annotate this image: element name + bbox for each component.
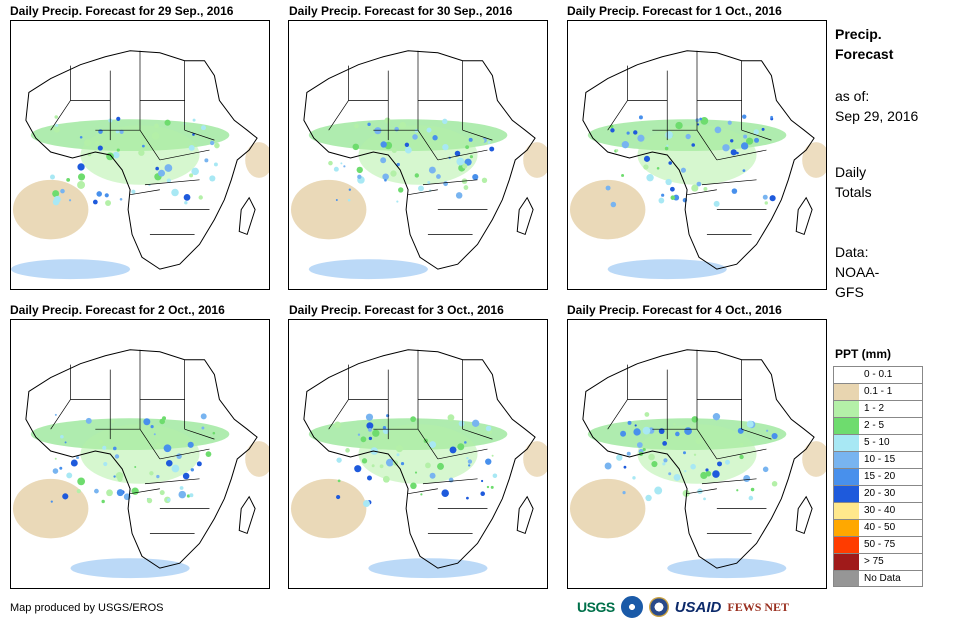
legend-item: 10 - 15 (833, 451, 923, 468)
legend-label: 15 - 20 (864, 471, 896, 482)
legend-label: No Data (864, 573, 901, 584)
legend-label: 0 - 0.1 (864, 369, 893, 380)
legend-swatch (834, 520, 859, 536)
asof-label: as of: (835, 88, 870, 104)
sidebar-title-line1: Precip. (835, 26, 882, 42)
legend-item: 15 - 20 (833, 468, 923, 485)
panel-title-1: Daily Precip. Forecast for 29 Sep., 2016 (10, 4, 234, 18)
forecast-map-2 (288, 20, 548, 290)
sidebar-title-line2: Forecast (835, 46, 894, 62)
panel-title-2: Daily Precip. Forecast for 30 Sep., 2016 (289, 4, 513, 18)
legend-item: 30 - 40 (833, 502, 923, 519)
legend-swatch (834, 554, 859, 570)
legend-swatch (834, 384, 859, 400)
legend-item: 2 - 5 (833, 417, 923, 434)
legend-label: 20 - 30 (864, 488, 896, 499)
legend-item: No Data (833, 570, 923, 587)
asof-date: Sep 29, 2016 (835, 108, 919, 124)
panel-title-3: Daily Precip. Forecast for 1 Oct., 2016 (567, 4, 782, 18)
legend-item: 0.1 - 1 (833, 383, 923, 400)
panel-title-5: Daily Precip. Forecast for 3 Oct., 2016 (289, 303, 504, 317)
forecast-map-6 (567, 319, 827, 589)
africa-map-2 (290, 50, 547, 280)
legend-swatch (834, 401, 859, 417)
legend-label: > 75 (864, 556, 884, 567)
data-source-line2: NOAA- (835, 264, 880, 280)
africa-map-5 (290, 349, 547, 579)
seal-logo (648, 597, 669, 617)
usaid-logo: USAID (674, 598, 722, 616)
legend-item: 50 - 75 (833, 536, 923, 553)
legend-label: 50 - 75 (864, 539, 896, 550)
legend-label: 1 - 2 (864, 403, 885, 414)
legend-label: 0.1 - 1 (864, 386, 893, 397)
sidebar-title: Precip. Forecast (835, 24, 893, 64)
africa-map-4 (12, 349, 269, 579)
fews-net-logo: FEWS NET (727, 599, 790, 614)
legend-label: 30 - 40 (864, 505, 896, 516)
panel-title-4: Daily Precip. Forecast for 2 Oct., 2016 (10, 303, 225, 317)
legend-swatch (834, 418, 859, 434)
legend-label: 5 - 10 (864, 437, 890, 448)
legend-item: 40 - 50 (833, 519, 923, 536)
africa-map-6 (569, 349, 826, 579)
legend-swatch (834, 435, 859, 451)
totals-line1: Daily (835, 164, 867, 180)
precip-legend: 0 - 0.1 0.1 - 1 1 - 2 2 - 5 5 - 10 10 - 15 15 … (833, 366, 923, 587)
panel-title-6: Daily Precip. Forecast for 4 Oct., 2016 (567, 303, 782, 317)
legend-swatch (834, 486, 859, 502)
legend-item: 0 - 0.1 (833, 366, 923, 383)
data-source-line3: GFS (835, 284, 864, 300)
data-source-block: Data: NOAA- GFS (835, 242, 879, 302)
legend-label: 2 - 5 (864, 420, 885, 431)
forecast-map-1 (10, 20, 270, 290)
forecast-map-4 (10, 319, 270, 589)
legend-swatch (834, 503, 859, 519)
legend-swatch (834, 571, 859, 586)
totals-block: Daily Totals (835, 162, 872, 202)
legend-item: 5 - 10 (833, 434, 923, 451)
legend-label: 10 - 15 (864, 454, 896, 465)
africa-map-1 (11, 50, 269, 280)
map-credit: Map produced by USGS/EROS (10, 602, 164, 614)
usgs-logo: USGS (577, 599, 615, 615)
legend-title: PPT (mm) (835, 347, 892, 361)
forecast-map-5 (288, 319, 548, 589)
asof-block: as of: Sep 29, 2016 (835, 86, 918, 126)
legend-item: 1 - 2 (833, 400, 923, 417)
legend-label: 40 - 50 (864, 522, 896, 533)
data-source-line1: Data: (835, 244, 869, 260)
forecast-map-3 (567, 20, 827, 290)
legend-swatch (834, 367, 859, 383)
legend-item: > 75 (833, 553, 923, 570)
africa-map-3 (569, 50, 826, 280)
noaa-logo (620, 596, 643, 618)
legend-item: 20 - 30 (833, 485, 923, 502)
legend-swatch (834, 469, 859, 485)
legend-swatch (834, 452, 859, 468)
legend-swatch (834, 537, 859, 553)
agency-logos: USGS USAID FEWS NET (577, 596, 789, 618)
totals-line2: Totals (835, 184, 872, 200)
